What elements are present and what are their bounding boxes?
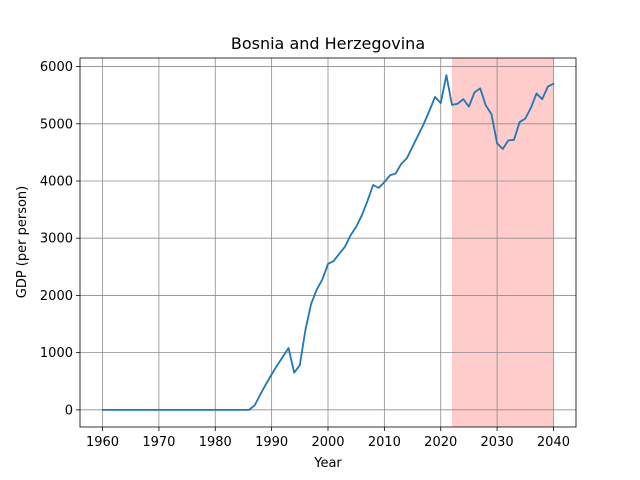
y-axis-label: GDP (per person) bbox=[15, 186, 30, 299]
x-tick-label: 1960 bbox=[86, 435, 119, 450]
x-axis: 1960 1970 1980 1990 2000 2010 2020 2030 2040 bbox=[86, 427, 570, 450]
y-tick-label: 0 bbox=[65, 403, 73, 418]
x-tick-label: 2020 bbox=[424, 435, 457, 450]
y-tick-label: 5000 bbox=[40, 117, 73, 132]
x-tick-label: 1970 bbox=[142, 435, 175, 450]
y-tick-label: 1000 bbox=[40, 346, 73, 361]
chart-title: Bosnia and Herzegovina bbox=[231, 34, 425, 53]
x-tick-label: 2000 bbox=[311, 435, 344, 450]
y-axis: 0 1000 2000 3000 4000 5000 6000 bbox=[40, 60, 80, 418]
y-tick-label: 3000 bbox=[40, 232, 73, 247]
y-tick-label: 2000 bbox=[40, 289, 73, 304]
highlight-band bbox=[452, 58, 554, 427]
y-tick-label: 4000 bbox=[40, 175, 73, 190]
highlight-band-layer bbox=[452, 58, 554, 427]
x-tick-label: 2030 bbox=[481, 435, 514, 450]
x-axis-label: Year bbox=[313, 456, 342, 471]
x-tick-label: 1990 bbox=[255, 435, 288, 450]
series-layer bbox=[101, 74, 555, 411]
y-tick-label: 6000 bbox=[40, 60, 73, 75]
x-tick-label: 1980 bbox=[199, 435, 232, 450]
grid-layer bbox=[80, 58, 576, 427]
series-line bbox=[101, 74, 555, 411]
x-tick-label: 2010 bbox=[368, 435, 401, 450]
x-tick-label: 2040 bbox=[537, 435, 570, 450]
